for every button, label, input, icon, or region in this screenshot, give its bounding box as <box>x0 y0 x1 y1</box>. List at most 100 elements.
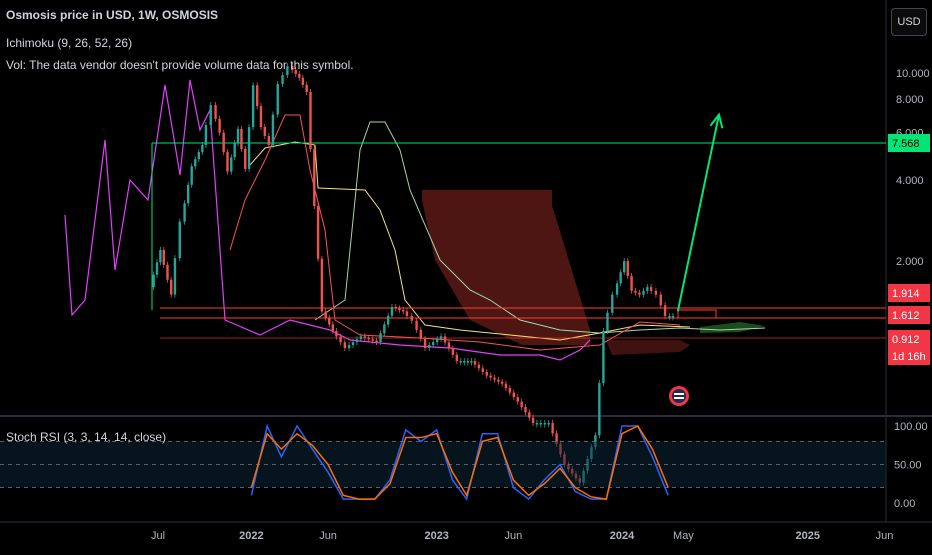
price-candle <box>255 85 259 107</box>
price-candle <box>159 249 162 263</box>
highlight-box <box>677 309 717 319</box>
price-candle <box>194 159 197 167</box>
price-label-countdown: 1d 16h <box>892 351 926 363</box>
price-candle <box>316 206 320 259</box>
price-candle <box>423 338 427 348</box>
price-candle <box>335 330 338 337</box>
price-candle <box>520 401 523 408</box>
price-label-current: 1.612 <box>892 310 920 322</box>
price-tick-label: 4.000 <box>896 175 924 187</box>
price-candle <box>379 333 382 342</box>
price-tick-label: 2.000 <box>896 256 924 268</box>
price-candle <box>386 315 390 325</box>
price-candle <box>543 422 546 425</box>
price-candle <box>162 249 165 265</box>
price-candle <box>649 287 653 291</box>
price-candle <box>355 339 359 343</box>
ichimoku-cloud-bear <box>606 340 690 355</box>
time-tick-label: Jun <box>504 530 522 542</box>
price-candle <box>551 422 554 434</box>
stoch-tick-label: 100.00 <box>894 421 928 433</box>
price-candle <box>375 340 378 343</box>
price-tick-label: 8.000 <box>896 94 924 106</box>
price-candle <box>263 126 266 136</box>
price-candle <box>500 381 504 384</box>
price-candle <box>367 337 370 340</box>
time-tick-label: 2023 <box>424 530 448 542</box>
price-label-upper: 1.914 <box>892 288 920 300</box>
ichimoku-span-b <box>314 121 766 334</box>
price-candle <box>638 292 641 295</box>
price-candle <box>347 345 351 348</box>
price-candle <box>186 184 190 204</box>
time-tick-label: 2022 <box>239 530 263 542</box>
price-candle <box>428 345 431 348</box>
time-tick-label: 2025 <box>796 530 820 542</box>
volume-legend: Vol: The data vendor doesn't provide vol… <box>6 58 354 72</box>
lagging-span-line <box>64 79 591 361</box>
price-candle <box>218 118 221 133</box>
price-candle <box>230 157 233 172</box>
price-candle <box>183 203 186 222</box>
price-candle <box>626 261 629 276</box>
price-candle <box>305 84 308 92</box>
ichimoku-legend[interactable]: Ichimoku (9, 26, 52, 26) <box>6 36 133 50</box>
price-candle <box>390 306 394 316</box>
time-tick-label: 2024 <box>610 530 635 542</box>
price-candle <box>516 397 519 402</box>
price-candle <box>619 272 622 284</box>
price-candle <box>439 336 443 340</box>
price-candle <box>398 308 401 310</box>
price-candle <box>226 152 229 172</box>
price-candle <box>481 368 485 372</box>
price-candle <box>351 342 355 346</box>
currency-button[interactable]: USD <box>891 8 927 36</box>
price-candle <box>528 412 531 418</box>
price-candle <box>611 294 614 313</box>
ichimoku-tenkan <box>229 114 681 351</box>
price-candle <box>190 166 193 185</box>
price-label-upper-bg <box>888 284 930 302</box>
price-candle <box>659 294 662 306</box>
time-tick-label: Jul <box>151 530 165 542</box>
price-candle <box>309 91 312 150</box>
price-candle <box>313 149 316 207</box>
symbol-legend[interactable]: Osmosis price in USD, 1W, OSMOSIS <box>6 8 219 22</box>
price-candle <box>493 377 496 380</box>
price-candle <box>155 262 159 275</box>
price-candle <box>298 73 301 78</box>
price-candle <box>240 128 243 149</box>
stoch-d-line <box>250 425 669 500</box>
price-candle <box>267 135 271 145</box>
ichimoku-cloud-bull <box>700 322 765 333</box>
stoch-rsi-legend[interactable]: Stoch RSI (3, 3, 14, 14, close) <box>6 430 167 444</box>
price-candle <box>170 279 173 295</box>
price-label-target: 7.568 <box>892 138 920 150</box>
price-candle <box>524 407 527 413</box>
price-candle <box>630 275 633 291</box>
price-candle <box>247 127 251 169</box>
price-candle <box>443 336 447 343</box>
stoch-tick-label: 0.00 <box>894 498 915 510</box>
price-candle <box>214 105 217 119</box>
price-candle <box>363 336 367 338</box>
price-candle <box>432 342 435 346</box>
price-candle <box>663 305 667 316</box>
price-candle <box>339 336 342 343</box>
price-candle <box>606 312 609 331</box>
price-candle <box>539 422 543 425</box>
price-candle <box>324 311 327 318</box>
price-candle <box>204 125 208 145</box>
price-candle <box>281 75 284 85</box>
price-candle <box>276 84 279 115</box>
time-tick-label: May <box>673 530 694 542</box>
price-candle <box>535 422 539 425</box>
price-candle <box>512 392 515 398</box>
price-tick-label: 10.000 <box>896 68 930 80</box>
flag-icon[interactable] <box>668 385 690 407</box>
price-candle <box>402 309 405 312</box>
price-candle <box>508 388 512 393</box>
price-candle <box>459 360 462 363</box>
